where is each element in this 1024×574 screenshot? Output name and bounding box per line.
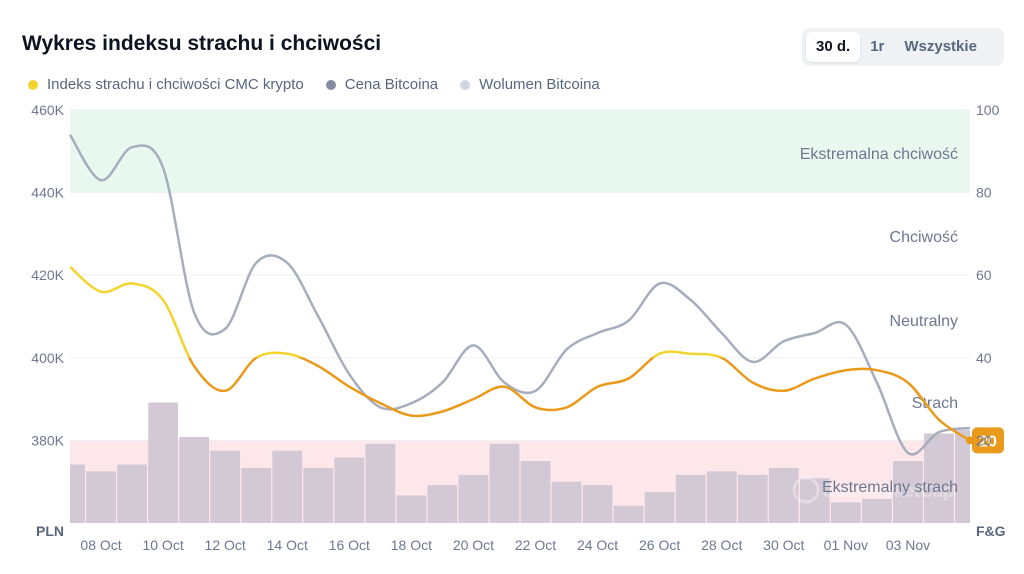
x-axis-tick: 24 Oct xyxy=(577,537,618,553)
zone-label: Strach xyxy=(912,395,958,412)
volume-bar xyxy=(396,495,427,523)
x-axis-tick: 12 Oct xyxy=(205,537,246,553)
right-axis-tick: 80 xyxy=(976,185,992,201)
x-axis-tick: 10 Oct xyxy=(142,537,183,553)
volume-bar xyxy=(737,474,768,523)
volume-bar xyxy=(830,502,861,523)
right-axis-label: F&G xyxy=(976,523,1006,539)
fear-greed-value-badge xyxy=(972,427,1004,454)
volume-bar xyxy=(303,467,334,523)
volume-bar xyxy=(210,450,241,523)
right-axis-tick: 60 xyxy=(976,267,992,283)
volume-bar xyxy=(955,430,970,523)
x-axis-tick: 22 Oct xyxy=(515,537,556,553)
volume-bar xyxy=(644,492,675,523)
x-axis-tick: 08 Oct xyxy=(80,537,121,553)
chart-title: Wykres indeksu strachu i chciwości xyxy=(22,32,382,55)
btc-price-line xyxy=(68,134,971,456)
volume-bar xyxy=(862,498,892,523)
zone-label: Ekstremalny strach xyxy=(822,479,958,496)
fear-greed-value-label: 20 xyxy=(979,433,997,450)
volume-bar xyxy=(70,464,85,523)
legend-label: Cena Bitcoina xyxy=(344,76,439,93)
fear-greed-line xyxy=(69,265,971,442)
left-axis-tick: 440K xyxy=(31,185,64,201)
right-axis-tick: 20 xyxy=(976,432,992,448)
volume-bar xyxy=(117,464,147,523)
volume-bar xyxy=(613,505,644,523)
x-axis-tick: 28 Oct xyxy=(701,537,742,553)
legend-item-btc-volume[interactable]: Wolumen Bitcoina xyxy=(460,76,600,93)
x-axis-tick: 20 Oct xyxy=(453,537,494,553)
volume-bar xyxy=(334,457,365,523)
left-axis-tick: 460K xyxy=(31,102,64,118)
watermark-logo: CoinMarketCap xyxy=(792,476,954,504)
left-axis-tick: 420K xyxy=(31,267,64,283)
legend-label: Indeks strachu i chciwości CMC krypto xyxy=(47,76,304,93)
tab-1-year[interactable]: 1r xyxy=(870,38,885,55)
x-axis-tick: 16 Oct xyxy=(329,537,370,553)
volume-bar xyxy=(86,471,116,523)
right-axis-tick: 40 xyxy=(976,350,992,366)
left-axis-tick: 380K xyxy=(31,432,64,448)
legend-dot-icon xyxy=(460,79,471,90)
left-axis-tick: 400K xyxy=(31,350,64,366)
svg-text:CoinMarketCap: CoinMarketCap xyxy=(822,481,954,501)
volume-bar xyxy=(272,450,303,523)
zone-band-0 xyxy=(70,110,970,193)
legend-item-btc-price[interactable]: Cena Bitcoina xyxy=(325,76,439,93)
chart-legend: Indeks strachu i chciwości CMC krypto Ce… xyxy=(28,76,622,93)
left-axis-label: PLN xyxy=(36,523,64,539)
volume-bar xyxy=(706,471,737,523)
legend-item-fear-greed[interactable]: Indeks strachu i chciwości CMC krypto xyxy=(28,76,304,93)
zone-label: Neutralny xyxy=(890,313,958,330)
volume-bar xyxy=(924,433,954,523)
x-axis-tick: 03 Nov xyxy=(886,537,930,553)
volume-bar xyxy=(489,443,520,523)
legend-dot-icon xyxy=(325,79,336,90)
zone-label: Chciwość xyxy=(890,229,958,246)
volume-bar xyxy=(893,461,923,523)
volume-bar xyxy=(365,443,396,523)
x-axis-tick: 18 Oct xyxy=(391,537,432,553)
x-axis-tick: 01 Nov xyxy=(824,537,868,553)
legend-dot-icon xyxy=(28,79,38,90)
volume-bar xyxy=(458,474,489,523)
volume-bar xyxy=(241,467,272,523)
x-axis-tick: 30 Oct xyxy=(763,537,804,553)
tab-30-days[interactable]: 30 d. xyxy=(806,32,861,62)
right-axis-tick: 100 xyxy=(976,102,1000,118)
zone-label: Ekstremalna chciwość xyxy=(800,146,958,163)
volume-bar xyxy=(427,485,458,523)
volume-bar xyxy=(675,474,706,523)
x-axis-tick: 26 Oct xyxy=(639,537,680,553)
x-axis-tick: 14 Oct xyxy=(267,537,308,553)
volume-bar xyxy=(148,402,178,523)
volume-bar xyxy=(520,461,551,523)
volume-bar xyxy=(582,485,613,523)
volume-bar xyxy=(179,436,210,523)
volume-bar xyxy=(551,481,582,523)
legend-label: Wolumen Bitcoina xyxy=(479,76,600,93)
volume-bar xyxy=(799,478,830,523)
volume-bar xyxy=(768,467,799,523)
time-range-selector: 30 d. 1r Wszystkie xyxy=(802,28,1004,66)
tab-all[interactable]: Wszystkie xyxy=(904,38,977,55)
